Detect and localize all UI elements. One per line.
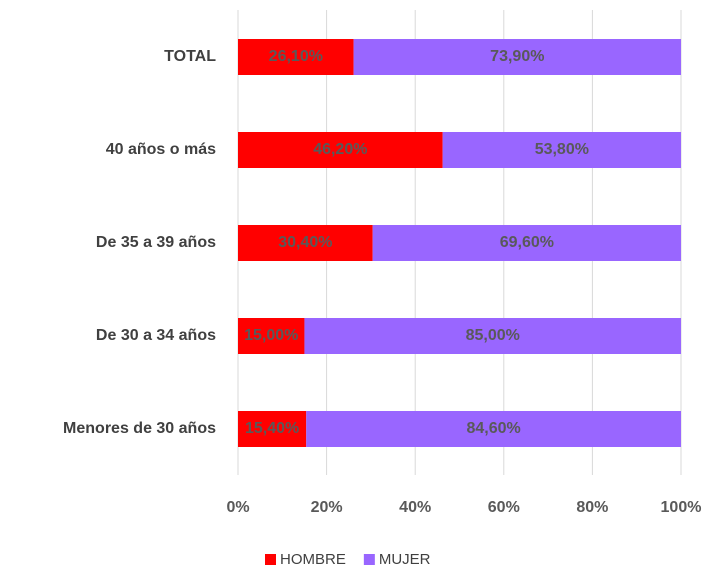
bar-segment bbox=[372, 225, 681, 261]
value-label: 46,20% bbox=[313, 141, 367, 158]
bar-segment bbox=[306, 411, 681, 447]
value-label: 15,00% bbox=[244, 327, 298, 344]
category-label: Menores de 30 años bbox=[63, 420, 216, 437]
value-label: 69,60% bbox=[500, 234, 554, 251]
category-label: De 35 a 39 años bbox=[96, 234, 216, 251]
value-label: 15,40% bbox=[245, 420, 299, 437]
category-label: TOTAL bbox=[164, 48, 216, 65]
bar-segment bbox=[304, 318, 681, 354]
bar-segment bbox=[238, 318, 305, 354]
x-tick-label: 100% bbox=[661, 499, 702, 516]
legend-swatch bbox=[363, 554, 375, 565]
bar-segment bbox=[238, 132, 443, 168]
x-tick-label: 60% bbox=[488, 499, 520, 516]
x-tick-label: 20% bbox=[311, 499, 343, 516]
bar-segment bbox=[238, 411, 307, 447]
bar-segment bbox=[238, 225, 373, 261]
value-label: 26,10% bbox=[269, 48, 323, 65]
legend-label: HOMBRE bbox=[280, 551, 346, 568]
x-tick-label: 40% bbox=[399, 499, 431, 516]
x-tick-label: 80% bbox=[576, 499, 608, 516]
bar-segment bbox=[238, 39, 354, 75]
bar-segment bbox=[442, 132, 681, 168]
legend-swatch bbox=[265, 554, 276, 565]
category-label: 40 años o más bbox=[106, 141, 216, 158]
x-tick-label: 0% bbox=[226, 499, 249, 516]
value-label: 85,00% bbox=[466, 327, 520, 344]
bar-segment bbox=[353, 39, 681, 75]
value-label: 84,60% bbox=[466, 420, 520, 437]
value-label: 73,90% bbox=[490, 48, 544, 65]
category-label: De 30 a 34 años bbox=[96, 327, 216, 344]
value-label: 53,80% bbox=[535, 141, 589, 158]
legend-label: MUJER bbox=[379, 551, 431, 568]
value-label: 30,40% bbox=[278, 234, 332, 251]
